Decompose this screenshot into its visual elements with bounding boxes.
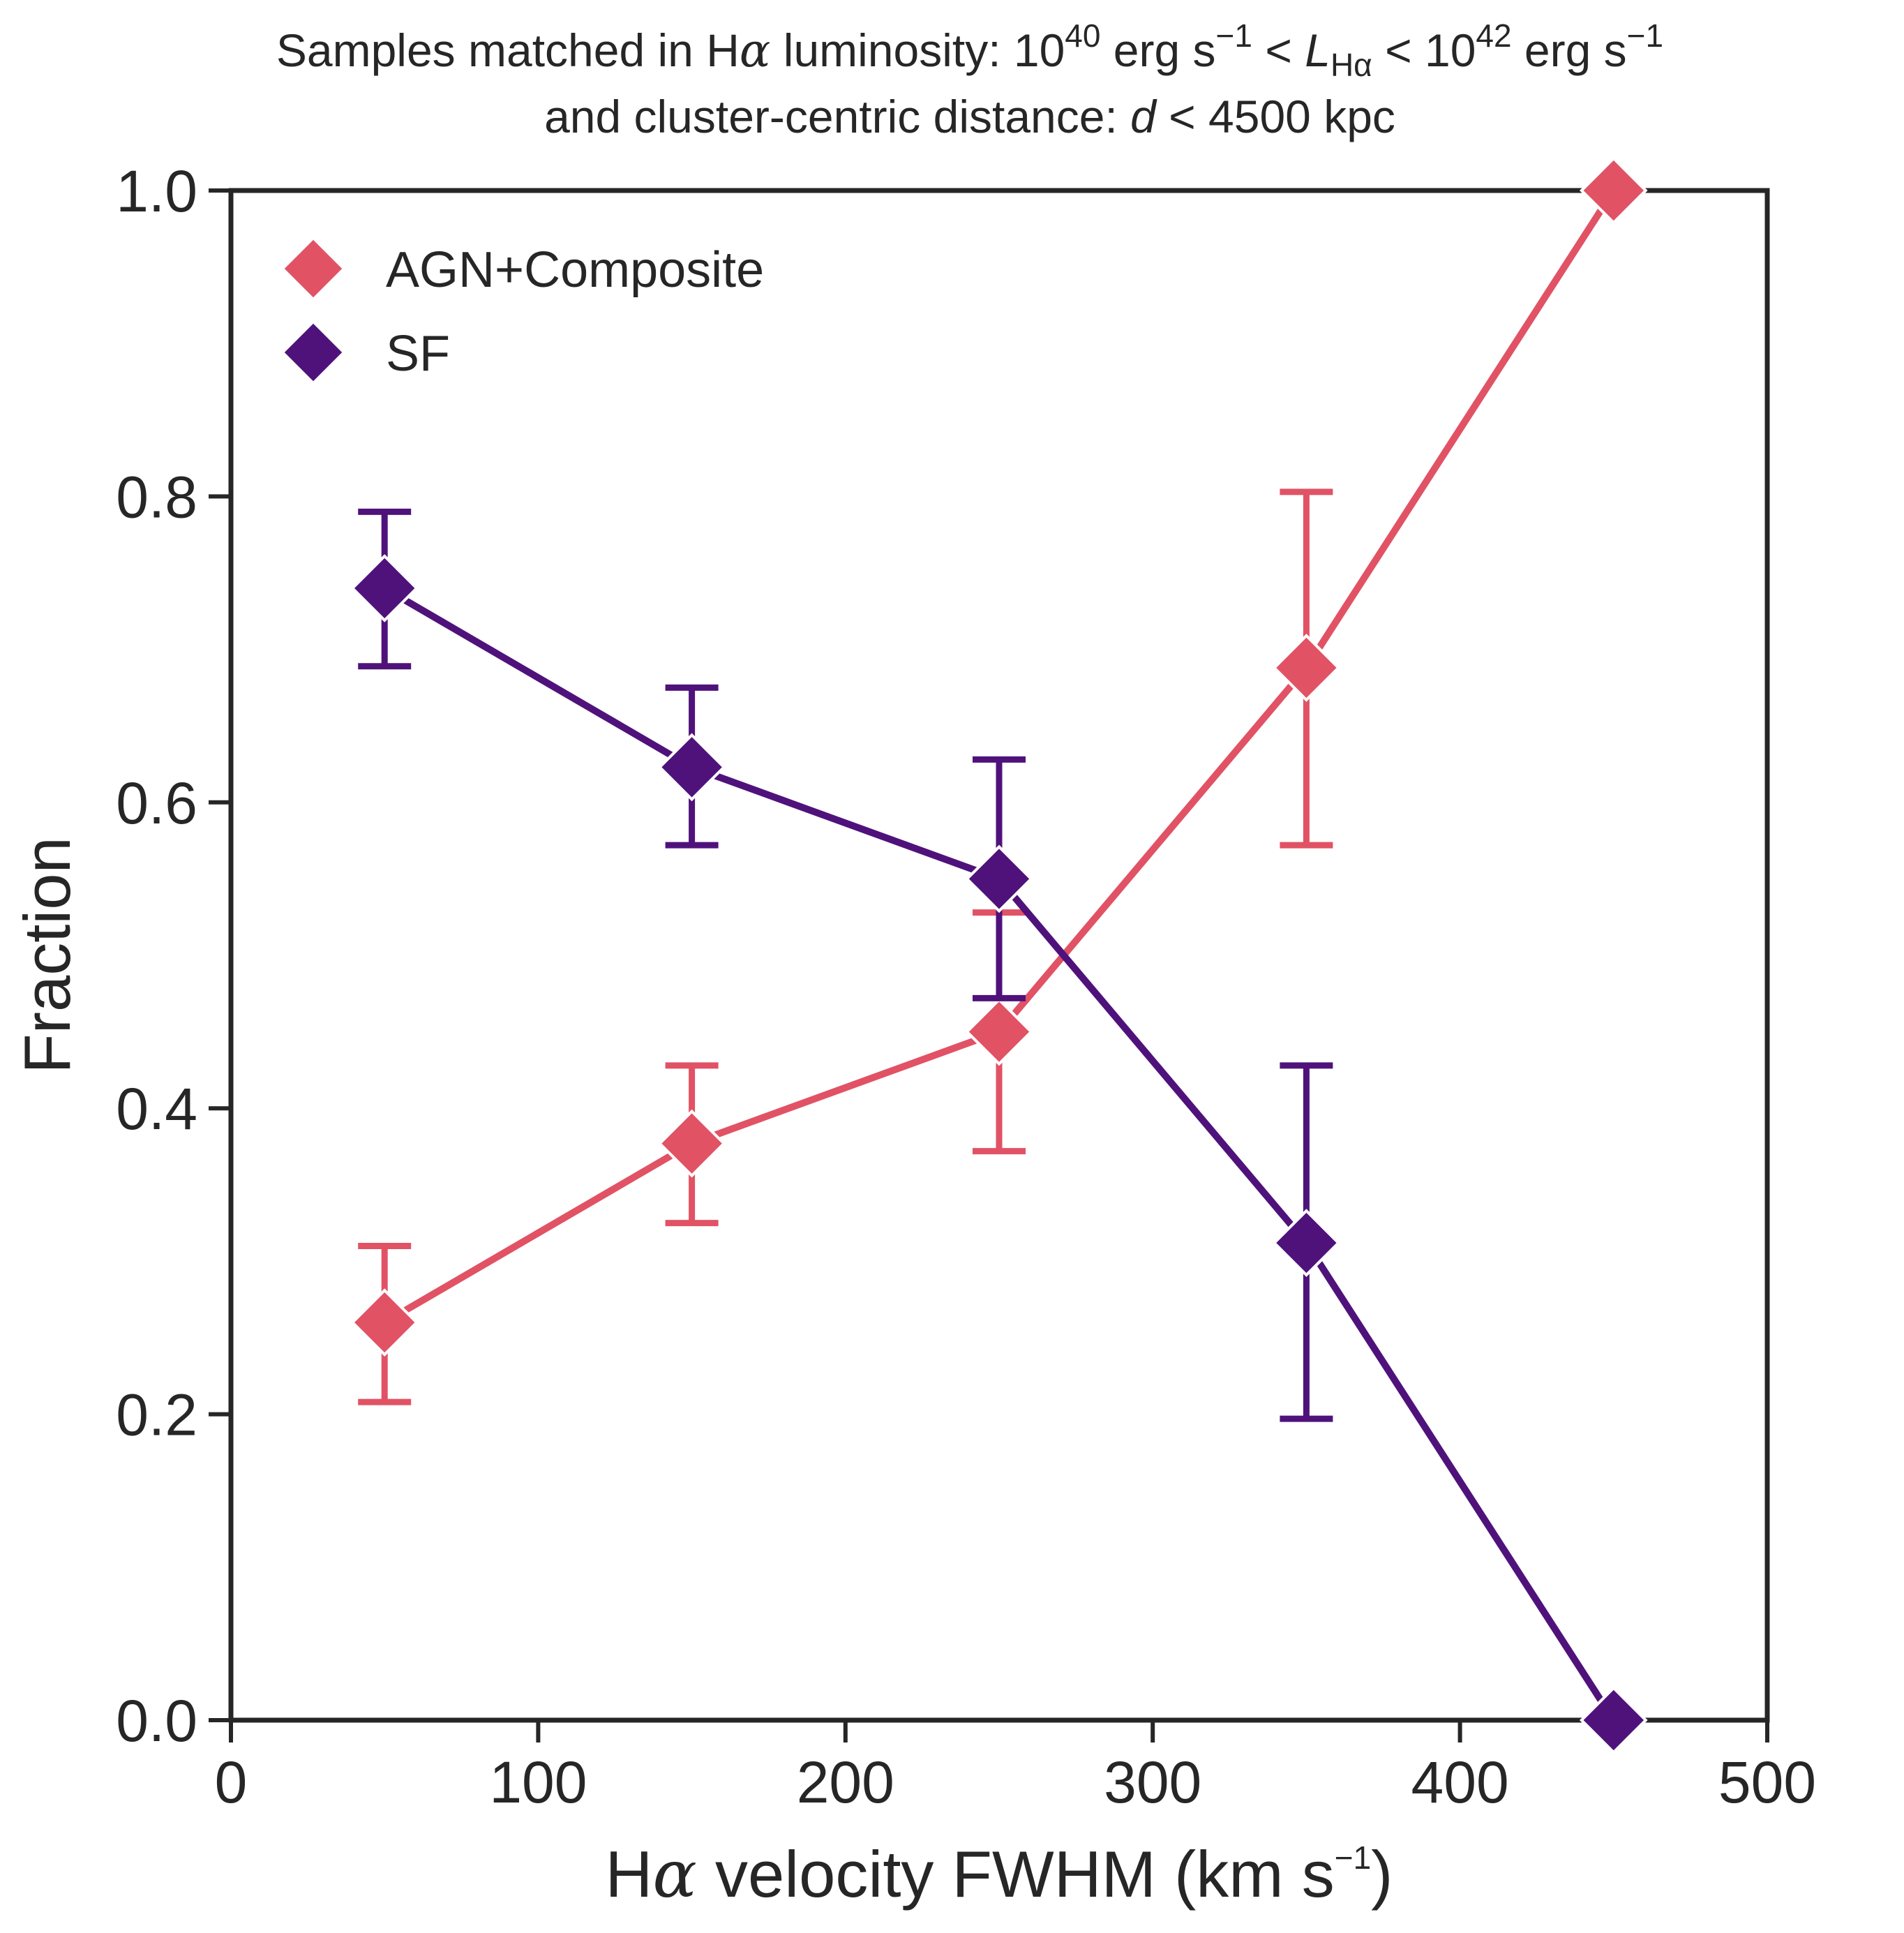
y-tick-label: 0.2 [116, 1382, 197, 1448]
data-point-marker [657, 1109, 726, 1178]
chart-title-line-1: Samples matched in Hα luminosity: 1040 e… [276, 17, 1663, 83]
x-tick-label: 0 [215, 1749, 248, 1815]
y-tick-label: 1.0 [116, 158, 197, 224]
data-point-marker [657, 733, 726, 802]
legend-item: AGN+Composite [280, 236, 764, 301]
legend-marker [280, 236, 346, 301]
plot-series [350, 156, 1648, 1754]
legend-label: AGN+Composite [386, 242, 764, 298]
x-tick-label: 400 [1411, 1749, 1509, 1815]
legend-label: SF [386, 326, 450, 382]
legend-item: SF [280, 320, 450, 385]
legend-marker [280, 320, 346, 385]
x-tick-label: 200 [797, 1749, 894, 1815]
data-point-marker [350, 1288, 419, 1357]
y-tick-label: 0.6 [116, 770, 197, 836]
data-point-marker [965, 844, 1033, 913]
y-tick-label: 0.8 [116, 464, 197, 530]
y-tick-label: 0.4 [116, 1076, 197, 1142]
chart-title-line-2: and cluster-centric distance: d < 4500 k… [544, 91, 1395, 142]
x-tick-label: 500 [1718, 1749, 1816, 1815]
data-point-marker [1272, 1209, 1341, 1277]
data-point-marker [965, 997, 1033, 1066]
data-point-marker [1272, 634, 1341, 702]
y-axis-label: Fraction [10, 837, 84, 1074]
series-sf [350, 508, 1648, 1754]
data-point-marker [350, 554, 419, 622]
x-axis-ticks: 0 100 200 300 400 500 [215, 1720, 1816, 1815]
legend: AGN+Composite SF [280, 236, 764, 385]
x-tick-label: 300 [1104, 1749, 1201, 1815]
x-axis-label: Hα velocity FWHM (km s−1) [606, 1837, 1393, 1913]
y-axis-ticks: 0.0 0.2 0.4 0.6 0.8 1.0 [116, 158, 231, 1754]
data-point-marker [1579, 156, 1648, 225]
y-tick-label: 0.0 [116, 1688, 197, 1754]
data-point-marker [1579, 1686, 1648, 1754]
plot-frame [228, 188, 1770, 1723]
x-tick-label: 100 [489, 1749, 587, 1815]
